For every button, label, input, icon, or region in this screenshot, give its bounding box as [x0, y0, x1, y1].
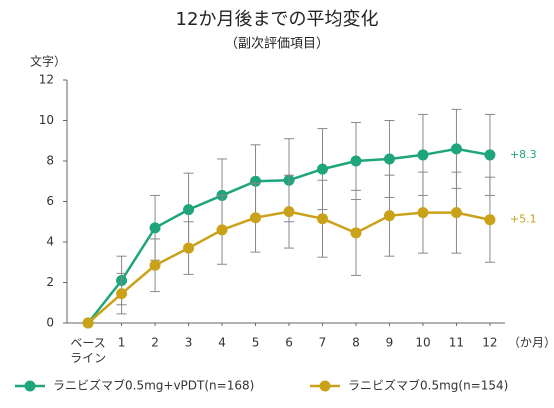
data-point	[82, 317, 94, 329]
y-tick-label: 4	[46, 235, 54, 249]
data-point	[350, 227, 362, 239]
y-tick-label: 12	[39, 73, 54, 87]
data-point	[383, 153, 395, 165]
x-tick-label: 5	[252, 336, 260, 350]
y-tick-label: 2	[46, 275, 54, 289]
x-tick-label: 12	[482, 336, 497, 350]
x-tick-label: 2	[151, 336, 159, 350]
data-point	[116, 288, 128, 300]
data-point	[350, 155, 362, 167]
x-tick-label: 8	[352, 336, 360, 350]
value-label: +8.3	[510, 148, 537, 161]
data-point	[183, 204, 195, 216]
x-tick-label: ベースライン	[70, 336, 106, 365]
y-tick-label: 6	[46, 194, 54, 208]
value-label: +5.1	[510, 213, 537, 226]
legend-marker	[24, 380, 36, 392]
x-tick-label: 6	[285, 336, 293, 350]
data-point	[484, 214, 496, 226]
x-tick-label: 11	[449, 336, 464, 350]
data-point	[283, 206, 295, 218]
y-tick-label: 8	[46, 154, 54, 168]
y-tick-label: 10	[39, 113, 54, 127]
x-tick-label: 9	[386, 336, 394, 350]
data-point	[383, 210, 395, 222]
data-point	[484, 149, 496, 161]
data-point	[317, 163, 328, 175]
x-tick-label: 1	[118, 336, 126, 350]
legend-label: ラニビズマブ0.5mg(n=154)	[348, 378, 508, 393]
y-axis-label: 文字）	[30, 54, 66, 69]
data-point	[317, 213, 328, 225]
data-point	[450, 143, 462, 155]
data-point	[183, 242, 195, 254]
legend-marker	[319, 380, 331, 392]
legend-label: ラニビズマブ0.5mg+vPDT(n=168)	[53, 378, 254, 393]
chart-subtitle: （副次評価項目）	[225, 36, 329, 52]
chart-title: 12か月後までの平均変化	[176, 9, 379, 30]
data-point	[250, 212, 262, 224]
y-tick-label: 0	[46, 316, 54, 330]
data-point	[250, 175, 262, 187]
x-tick-label: 3	[185, 336, 193, 350]
data-point	[216, 224, 228, 236]
x-tick-label: 4	[218, 336, 226, 350]
data-point	[417, 149, 429, 161]
x-tick-label: 7	[319, 336, 327, 350]
data-point	[417, 207, 429, 219]
x-unit-label: （か月）	[508, 336, 554, 350]
data-point	[149, 259, 161, 271]
data-point	[149, 222, 161, 234]
x-tick-label: 10	[415, 336, 430, 350]
data-point	[450, 207, 462, 219]
